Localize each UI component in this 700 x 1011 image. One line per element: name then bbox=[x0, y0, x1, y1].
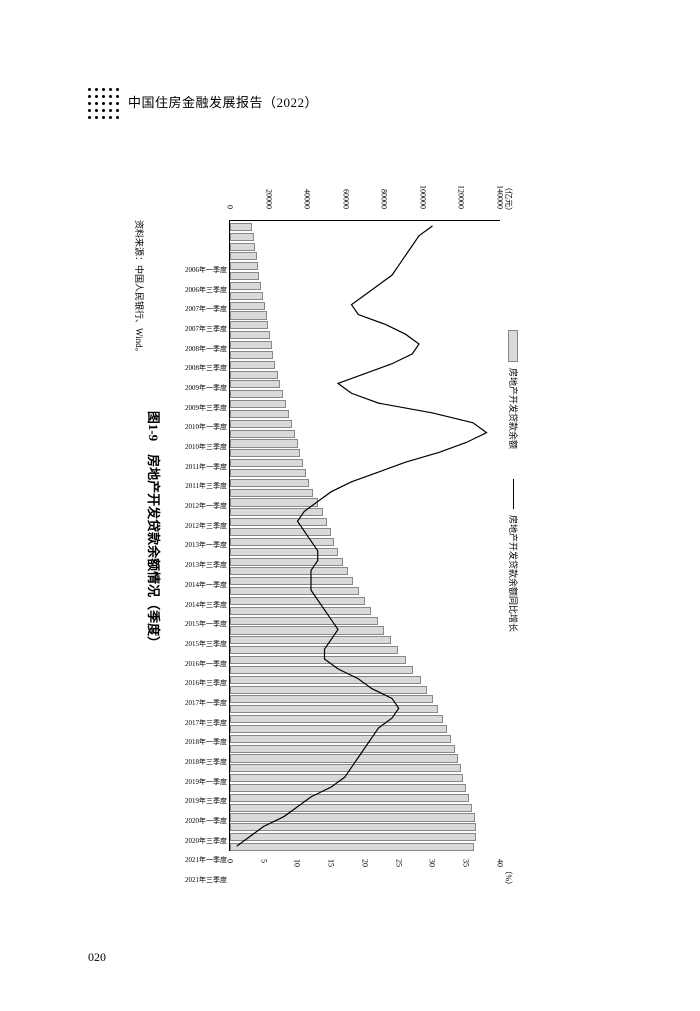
x-axis-label: 2010年三季度 bbox=[185, 442, 227, 452]
x-axis-label: 2008年一季度 bbox=[185, 344, 227, 354]
x-axis-label: 2018年三季度 bbox=[185, 757, 227, 767]
data-source: 资料来源：中国人民银行、Wind。 bbox=[133, 220, 146, 357]
y-right-tick: 10 bbox=[293, 859, 302, 867]
header-dot-grid bbox=[88, 88, 120, 120]
y-right-tick: 35 bbox=[462, 859, 471, 867]
y-left-unit: （亿元） bbox=[503, 165, 514, 215]
figure-caption: 图1-9 房地产开发贷款余额情况（季度） bbox=[145, 160, 164, 900]
y-left-tick: 80000 bbox=[380, 189, 389, 209]
y-left-tick: 120000 bbox=[457, 185, 466, 209]
legend-bar-label: 房地产开发贷款余额 bbox=[507, 368, 520, 449]
x-axis-label: 2012年三季度 bbox=[185, 521, 227, 531]
x-axis-label: 2015年三季度 bbox=[185, 639, 227, 649]
growth-line bbox=[230, 221, 500, 851]
x-axis-label: 2007年一季度 bbox=[185, 304, 227, 314]
x-axis-label: 2010年一季度 bbox=[185, 422, 227, 432]
y-left-tick: 0 bbox=[226, 205, 235, 209]
legend-swatch-line bbox=[513, 479, 514, 509]
y-right-tick: 5 bbox=[259, 859, 268, 863]
x-axis-label: 2014年一季度 bbox=[185, 580, 227, 590]
chart-container: 房地产开发贷款余额 房地产开发贷款余额同比增长 （亿元） （%） 0200004… bbox=[140, 160, 560, 900]
chart-legend: 房地产开发贷款余额 房地产开发贷款余额同比增长 bbox=[507, 330, 520, 632]
x-axis-label: 2007年三季度 bbox=[185, 324, 227, 334]
x-axis-label: 2018年一季度 bbox=[185, 737, 227, 747]
y-right-ticks: 0510152025303540 bbox=[230, 855, 500, 881]
x-axis-label: 2021年一季度 bbox=[185, 855, 227, 865]
x-axis-label: 2006年一季度 bbox=[185, 265, 227, 275]
page-number: 020 bbox=[88, 950, 106, 965]
legend-swatch-bar bbox=[509, 330, 519, 362]
y-right-tick: 25 bbox=[394, 859, 403, 867]
x-axis-label: 2012年一季度 bbox=[185, 501, 227, 511]
x-axis-label: 2006年三季度 bbox=[185, 285, 227, 295]
y-right-tick: 20 bbox=[361, 859, 370, 867]
x-axis-label: 2013年一季度 bbox=[185, 540, 227, 550]
x-axis-label: 2008年三季度 bbox=[185, 363, 227, 373]
y-left-tick: 140000 bbox=[496, 185, 505, 209]
legend-line-label: 房地产开发贷款余额同比增长 bbox=[507, 515, 520, 632]
x-axis-label: 2020年一季度 bbox=[185, 816, 227, 826]
y-right-unit: （%） bbox=[503, 866, 514, 889]
page-header-title: 中国住房金融发展报告（2022） bbox=[128, 92, 318, 111]
y-right-tick: 40 bbox=[496, 859, 505, 867]
legend-item-bar: 房地产开发贷款余额 bbox=[507, 330, 520, 449]
x-axis-label: 2011年一季度 bbox=[185, 461, 227, 471]
x-axis-label: 2020年三季度 bbox=[185, 836, 227, 846]
x-axis-label: 2016年三季度 bbox=[185, 678, 227, 688]
x-axis-label: 2016年一季度 bbox=[185, 659, 227, 669]
y-left-tick: 100000 bbox=[418, 185, 427, 209]
y-right-tick: 15 bbox=[327, 859, 336, 867]
x-axis-label: 2017年一季度 bbox=[185, 698, 227, 708]
y-left-tick: 20000 bbox=[264, 189, 273, 209]
x-axis-label: 2019年三季度 bbox=[185, 796, 227, 806]
x-axis-label: 2013年三季度 bbox=[185, 560, 227, 570]
x-axis-label: 2017年三季度 bbox=[185, 718, 227, 728]
plot-area: （亿元） （%） 0200004000060000800001000001200… bbox=[229, 220, 500, 851]
x-axis-label: 2015年一季度 bbox=[185, 619, 227, 629]
y-right-tick: 30 bbox=[428, 859, 437, 867]
y-left-tick: 60000 bbox=[341, 189, 350, 209]
x-axis-label: 2011年三季度 bbox=[185, 481, 227, 491]
legend-item-line: 房地产开发贷款余额同比增长 bbox=[507, 479, 520, 632]
x-axis-label: 2019年一季度 bbox=[185, 777, 227, 787]
x-axis-label: 2014年三季度 bbox=[185, 600, 227, 610]
x-axis-label: 2009年三季度 bbox=[185, 403, 227, 413]
x-axis-label: 2009年一季度 bbox=[185, 383, 227, 393]
x-axis-label: 2021年三季度 bbox=[185, 875, 227, 885]
y-left-tick: 40000 bbox=[303, 189, 312, 209]
